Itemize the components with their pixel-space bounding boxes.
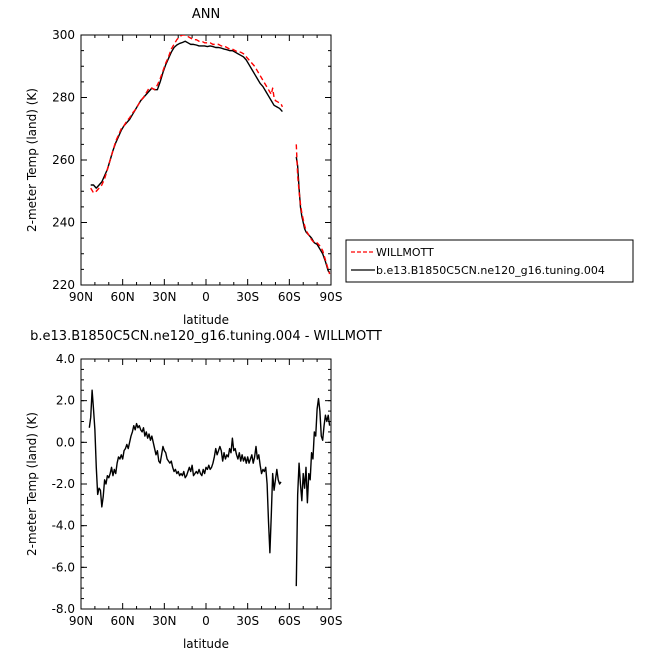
bottom-axes: 90N 60N 30N 0 30S 60S 90S -8.0 -6.0 -4.0 -2.0 0.0 2.… — [52, 352, 343, 628]
x-tick-label: 90S — [320, 614, 343, 628]
x-tick-label: 60N — [111, 290, 135, 304]
top-chart-title: ANN — [192, 7, 220, 22]
x-tick-label: 90S — [320, 290, 343, 304]
top-plot-area — [90, 35, 331, 275]
y-tick-label: 220 — [52, 278, 75, 292]
x-tick-label: 0 — [202, 614, 210, 628]
x-tick-label: 30S — [236, 290, 259, 304]
x-tick-label: 90N — [69, 290, 93, 304]
series-group — [88, 389, 331, 587]
y-tick-label: 0.0 — [56, 435, 75, 449]
legend-box — [345, 239, 634, 283]
y-tick-label: 2.0 — [56, 394, 75, 408]
bottom-chart-title: b.e13.B1850C5CN.ne120_g16.tuning.004 - W… — [30, 329, 382, 344]
y-tick-label: 4.0 — [56, 352, 75, 366]
x-tick-label: 60S — [278, 614, 301, 628]
x-tick-label: 90N — [69, 614, 93, 628]
series-group — [90, 35, 331, 275]
top-y-axis-label: 2-meter Temp (land) (K) — [25, 88, 39, 232]
legend-label-willmott: WILLMOTT — [376, 246, 434, 259]
bottom-y-axis-label: 2-meter Temp (land) (K) — [25, 412, 39, 556]
top-axes: 90N 60N 30N 0 30S 60S 90S 220 240 260 280 300 — [52, 28, 342, 304]
bottom-x-axis-label: latitude — [183, 637, 229, 651]
series-willmott-line — [295, 144, 331, 275]
x-tick-label: 30N — [152, 614, 176, 628]
top-panel: ANN 90N 60N 30N 0 30S 60S 90S 220 240 260 280 300 l… — [25, 7, 342, 327]
legend: WILLMOTT b.e13.B1850C5CN.ne120_g16.tunin… — [345, 239, 634, 283]
x-tick-label: 0 — [202, 290, 210, 304]
y-tick-label: 300 — [52, 28, 75, 42]
difference-line — [295, 397, 331, 587]
bottom-plot-frame — [80, 358, 332, 610]
y-tick-label: -2.0 — [52, 477, 75, 491]
x-tick-label: 60S — [278, 290, 301, 304]
legend-label-model: b.e13.B1850C5CN.ne120_g16.tuning.004 — [376, 264, 605, 277]
bottom-panel: b.e13.B1850C5CN.ne120_g16.tuning.004 - W… — [25, 329, 382, 651]
y-tick-label: 260 — [52, 153, 75, 167]
series-willmott-line — [90, 35, 284, 194]
y-tick-label: 240 — [52, 216, 75, 230]
y-tick-label: -8.0 — [52, 602, 75, 616]
series-model-line — [90, 40, 283, 189]
y-tick-label: -4.0 — [52, 519, 75, 533]
x-tick-label: 30S — [236, 614, 259, 628]
series-model-line — [295, 156, 331, 273]
x-tick-label: 60N — [111, 614, 135, 628]
difference-line — [88, 389, 282, 554]
y-tick-label: -6.0 — [52, 560, 75, 574]
bottom-plot-area — [88, 389, 331, 587]
y-tick-label: 280 — [52, 91, 75, 105]
top-x-axis-label: latitude — [183, 313, 229, 327]
top-plot-frame — [80, 34, 332, 286]
x-tick-label: 30N — [152, 290, 176, 304]
